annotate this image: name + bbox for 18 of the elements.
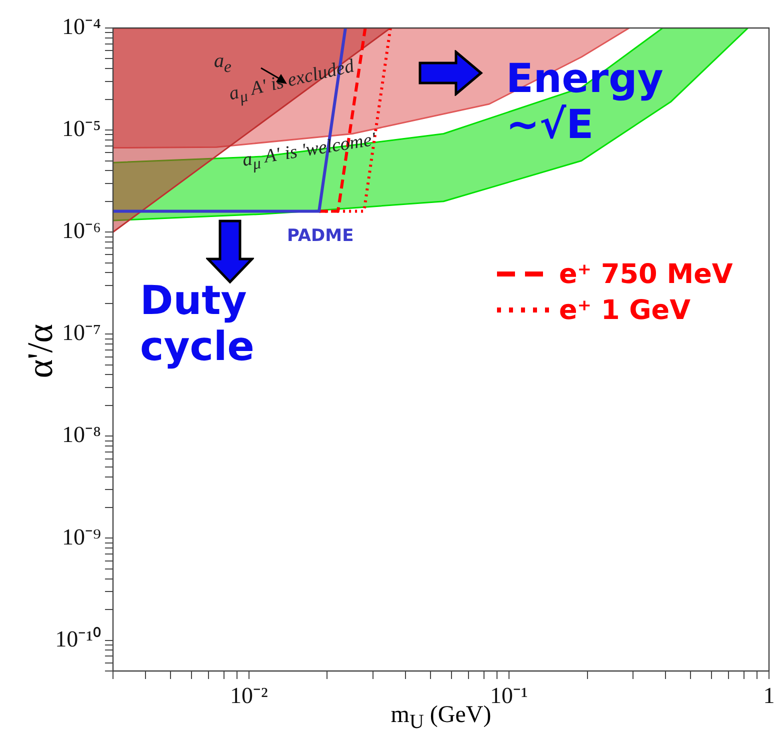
y-tick-label: 10⁻⁵: [62, 116, 101, 142]
x-tick-label: 1: [763, 682, 775, 708]
legend-label: e⁺ 750 MeV: [559, 258, 733, 290]
annotation: Duty cycle: [140, 278, 256, 370]
annotation: a$_{μ}$ A' is 'welcome': [240, 129, 378, 176]
series-label: PADME: [287, 226, 354, 246]
y-axis-title: α'/α: [19, 322, 61, 380]
y-tick-label: 10⁻¹⁰: [55, 626, 101, 652]
x-axis-title: m$_{U}$ (GeV): [390, 702, 492, 733]
x-tick-label: 10⁻¹: [490, 682, 528, 708]
legend-label: e⁺ 1 GeV: [559, 294, 691, 326]
x-tick-label: 10⁻²: [230, 682, 268, 708]
y-tick-label: 10⁻⁴: [62, 14, 101, 40]
y-tick-label: 10⁻⁸: [62, 422, 101, 448]
y-tick-label: 10⁻⁹: [62, 524, 101, 550]
annotation: a$_{e}$: [214, 50, 232, 76]
y-tick-label: 10⁻⁷: [62, 320, 101, 346]
y-tick-label: 10⁻⁶: [62, 218, 101, 244]
